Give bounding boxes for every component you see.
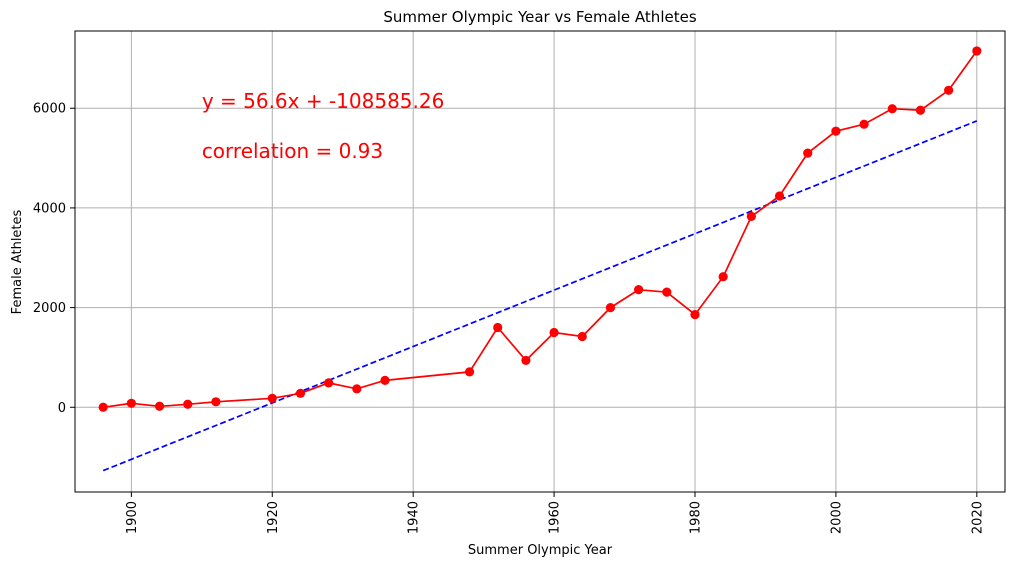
y-axis-title: Female Athletes (10, 209, 25, 314)
annotation-layer: y = 56.6x + -108585.26 correlation = 0.93 (202, 89, 445, 163)
y-axis: 0 2000 4000 6000 (33, 102, 75, 416)
data-point (746, 211, 756, 221)
x-tick-label: 2020 (970, 501, 985, 534)
data-point (295, 388, 306, 398)
data-point (211, 397, 221, 407)
annotation-text: y = 56.6x + -108585.26 (202, 89, 445, 113)
data-point (634, 285, 644, 295)
data-point (944, 85, 954, 95)
regression-line (102, 120, 978, 472)
data-point (98, 402, 108, 412)
data-point (324, 378, 334, 388)
x-tick-label: 1940 (407, 501, 422, 534)
y-tick-label: 4000 (33, 201, 66, 216)
data-point (605, 303, 616, 313)
data-point (464, 367, 475, 377)
grid (75, 31, 1005, 492)
data-point (577, 331, 587, 342)
data-point (521, 355, 531, 366)
data-point (718, 272, 728, 282)
data-point (267, 393, 277, 403)
data-point (183, 399, 193, 409)
x-tick-label: 1960 (548, 501, 563, 534)
y-tick-label: 2000 (33, 301, 66, 316)
chart-title: Summer Olympic Year vs Female Athletes (383, 8, 696, 26)
data-point (549, 327, 559, 338)
annotation-text: correlation = 0.93 (202, 139, 383, 163)
data-point (774, 191, 785, 201)
x-tick-label: 1980 (689, 501, 704, 534)
y-tick-label: 6000 (33, 102, 66, 117)
data-point (831, 126, 841, 136)
data-point (859, 119, 869, 129)
data-point (915, 105, 926, 115)
data-point (662, 287, 672, 297)
data-point (493, 322, 503, 333)
x-tick-label: 1920 (266, 501, 281, 534)
data-point (972, 46, 982, 56)
data-point (380, 375, 390, 385)
series-layer (98, 46, 982, 472)
data-point (887, 104, 897, 114)
x-axis: 1900 1920 1940 1960 1980 2000 2020 (125, 492, 985, 534)
data-point (690, 309, 700, 320)
data-point (352, 384, 362, 394)
plot-frame (74, 30, 1006, 493)
x-tick-label: 2000 (829, 501, 844, 534)
x-tick-label: 1900 (125, 501, 140, 534)
data-point (803, 148, 813, 158)
data-point (154, 401, 165, 411)
y-tick-label: 0 (58, 401, 66, 416)
data-point (126, 398, 136, 408)
x-axis-title: Summer Olympic Year (468, 543, 613, 558)
